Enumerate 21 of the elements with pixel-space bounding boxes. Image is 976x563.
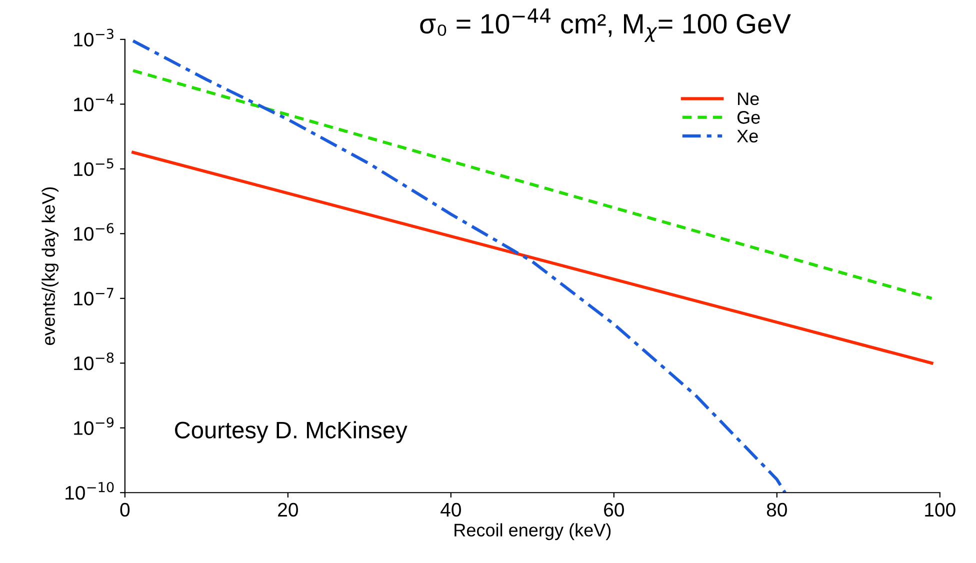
x-axis-title: Recoil energy (keV)	[454, 523, 611, 540]
y-tick-label: 10$^{−10}$	[66, 482, 114, 500]
legend-label: Ge	[737, 111, 760, 124]
y-tick-label: 10$^{−8}$	[74, 352, 114, 370]
x-tick-label: 100	[925, 502, 956, 517]
y-tick-label: 10$^{−4}$	[74, 94, 114, 112]
x-tick-label: 80	[766, 502, 787, 517]
annotation: Courtesy D. McKinsey	[175, 421, 408, 444]
y-tick-label: 10$^{−7}$	[74, 288, 114, 306]
x-tick-label: 40	[440, 502, 461, 517]
y-tick-label: 10$^{−5}$	[74, 158, 114, 176]
y-tick-label: 10$^{−3}$	[74, 28, 114, 46]
y-tick-label: 10$^{−6}$	[74, 222, 114, 241]
legend-label: Xe	[736, 130, 758, 142]
legend-label: Ne	[738, 92, 759, 106]
chart-title: σ₀ = 10$^{−44}$ cm², M$_{χ}$= 100 GeV	[420, 8, 791, 42]
x-tick-label: 20	[278, 502, 298, 517]
x-tick-label: 60	[604, 502, 624, 517]
y-tick-label: 10$^{−9}$	[74, 417, 114, 435]
x-tick-label: 0	[120, 502, 130, 517]
y-axis-title: events/(kg day keV)	[42, 187, 59, 346]
